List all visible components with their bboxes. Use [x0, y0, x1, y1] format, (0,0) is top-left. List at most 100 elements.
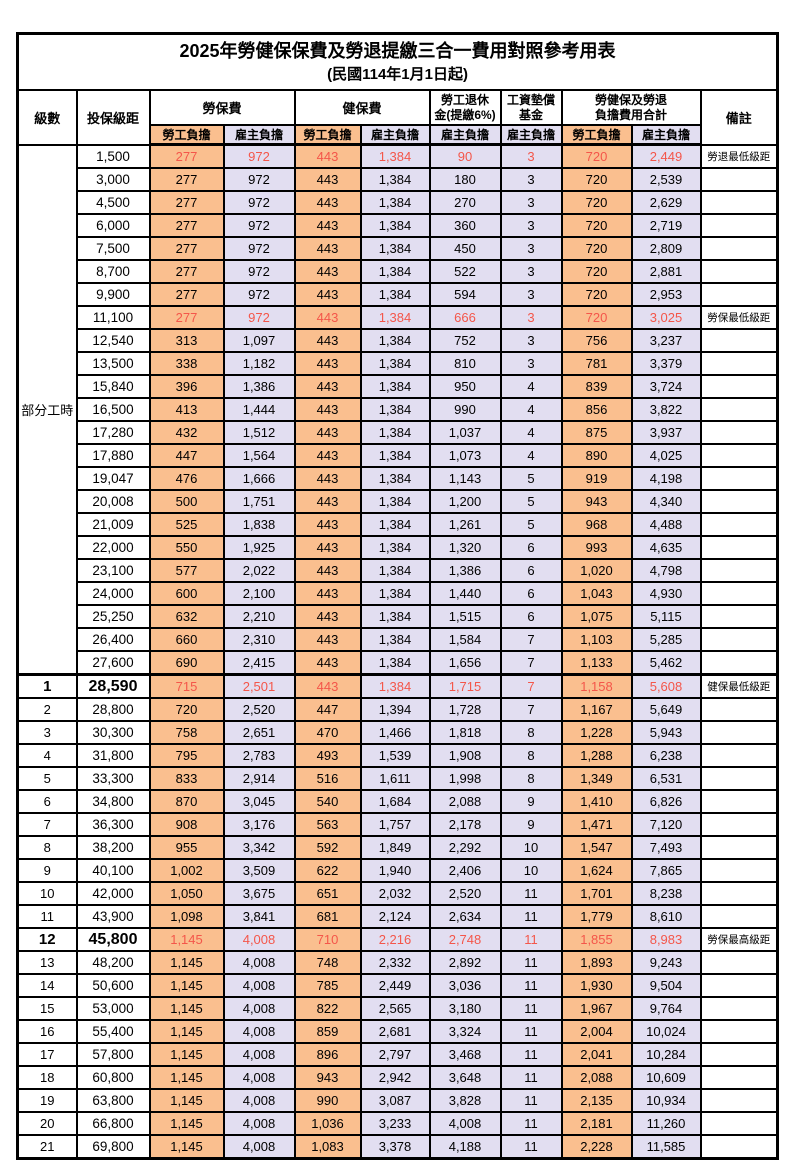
value-cell: 1,145	[148, 1088, 225, 1113]
value-cell: 2,124	[359, 904, 431, 929]
bracket-cell: 45,800	[75, 927, 151, 952]
header-wage-fund-line2: 基金	[518, 107, 543, 122]
value-cell: 1,967	[560, 996, 633, 1021]
value-cell: 3	[499, 167, 563, 192]
remark-cell	[699, 720, 779, 745]
value-cell: 9,764	[630, 996, 702, 1021]
value-cell: 1,539	[359, 743, 431, 768]
table-row: 9 40,100 1,002 3,509 622 1,940 2,406 10 1,624 7,8…	[16, 858, 779, 883]
value-cell: 11	[499, 973, 563, 998]
value-cell: 1,103	[560, 627, 633, 652]
bracket-cell: 9,900	[75, 282, 151, 307]
bracket-cell: 20,008	[75, 489, 151, 514]
value-cell: 990	[293, 1088, 362, 1113]
value-cell: 1,261	[428, 512, 502, 537]
value-cell: 3,379	[630, 351, 702, 376]
value-cell: 632	[148, 604, 225, 629]
value-cell: 1,384	[359, 213, 431, 238]
value-cell: 8,238	[630, 881, 702, 906]
value-cell: 1,320	[428, 535, 502, 560]
value-cell: 2,797	[359, 1042, 431, 1067]
value-cell: 360	[428, 213, 502, 238]
table-row: 4,500 277 972 443 1,384 270 3 720 2,629	[18, 190, 779, 215]
value-cell: 3	[499, 213, 563, 238]
remark-cell	[699, 581, 779, 606]
bracket-cell: 22,000	[75, 535, 151, 560]
table-row: 5 33,300 833 2,914 516 1,611 1,998 8 1,349 6,531	[16, 766, 779, 791]
remark-cell	[699, 1065, 779, 1090]
table-row: 11 43,900 1,098 3,841 681 2,124 2,634 11 1,779 8,…	[16, 904, 779, 929]
value-cell: 4,340	[630, 489, 702, 514]
table-row: 3 30,300 758 2,651 470 1,466 1,818 8 1,228 5,943	[16, 720, 779, 745]
value-cell: 1,925	[222, 535, 296, 560]
value-cell: 6,238	[630, 743, 702, 768]
value-cell: 720	[560, 190, 633, 215]
value-cell: 3	[499, 328, 563, 353]
value-cell: 4	[499, 374, 563, 399]
value-cell: 1,779	[560, 904, 633, 929]
value-cell: 600	[148, 581, 225, 606]
value-cell: 2,520	[222, 697, 296, 722]
value-cell: 10,024	[630, 1019, 702, 1044]
title-row: 2025年勞健保保費及勞退提繳三合一費用對照參考用表 (民國114年1月1日起)	[16, 32, 779, 91]
value-cell: 4,635	[630, 535, 702, 560]
value-cell: 972	[222, 190, 296, 215]
table-row: 19 63,800 1,145 4,008 990 3,087 3,828 11 2,135 10…	[16, 1088, 779, 1113]
value-cell: 1,145	[148, 1042, 225, 1067]
value-cell: 993	[560, 535, 633, 560]
value-cell: 1,200	[428, 489, 502, 514]
value-cell: 1,666	[222, 466, 296, 491]
value-cell: 5,285	[630, 627, 702, 652]
level-cell: 16	[16, 1019, 78, 1044]
header-pension-employer: 雇主負擔	[428, 124, 502, 146]
value-cell: 592	[293, 835, 362, 860]
value-cell: 1,384	[359, 443, 431, 468]
value-cell: 11,585	[630, 1134, 702, 1160]
header-total-line1: 勞健保及勞退	[594, 92, 667, 107]
value-cell: 1,384	[359, 512, 431, 537]
value-cell: 443	[293, 581, 362, 606]
value-cell: 2,881	[630, 259, 702, 284]
value-cell: 493	[293, 743, 362, 768]
bracket-cell: 27,600	[75, 650, 151, 676]
value-cell: 516	[293, 766, 362, 791]
value-cell: 2,809	[630, 236, 702, 261]
value-cell: 3	[499, 282, 563, 307]
value-cell: 2,100	[222, 581, 296, 606]
value-cell: 1,728	[428, 697, 502, 722]
value-cell: 660	[148, 627, 225, 652]
bracket-cell: 8,700	[75, 259, 151, 284]
value-cell: 1,838	[222, 512, 296, 537]
value-cell: 4,930	[630, 581, 702, 606]
value-cell: 3,509	[222, 858, 296, 883]
value-cell: 7,120	[630, 812, 702, 837]
level-cell: 3	[16, 720, 78, 745]
value-cell: 3	[499, 305, 563, 330]
value-cell: 443	[293, 305, 362, 330]
value-cell: 1,855	[560, 927, 633, 952]
value-cell: 1,145	[148, 927, 225, 952]
value-cell: 720	[560, 305, 633, 330]
value-cell: 5,649	[630, 697, 702, 722]
value-cell: 990	[428, 397, 502, 422]
value-cell: 822	[293, 996, 362, 1021]
value-cell: 1,410	[560, 789, 633, 814]
value-cell: 11,260	[630, 1111, 702, 1136]
level-cell: 1	[16, 673, 78, 699]
value-cell: 3,324	[428, 1019, 502, 1044]
value-cell: 4,008	[222, 1019, 296, 1044]
value-cell: 11	[499, 1065, 563, 1090]
remark-cell	[699, 466, 779, 491]
bracket-cell: 11,100	[75, 305, 151, 330]
table-row: 20 66,800 1,145 4,008 1,036 3,233 4,008 11 2,181…	[16, 1111, 779, 1136]
value-cell: 756	[560, 328, 633, 353]
header-pension: 勞工退休 金(提繳6%)	[428, 89, 502, 126]
value-cell: 2,520	[428, 881, 502, 906]
table-row: 20,008 500 1,751 443 1,384 1,200 5 943 4,340	[18, 489, 779, 514]
bracket-cell: 53,000	[75, 996, 151, 1021]
table-row: 8 38,200 955 3,342 592 1,849 2,292 10 1,547 7,493	[16, 835, 779, 860]
value-cell: 859	[293, 1019, 362, 1044]
value-cell: 443	[293, 627, 362, 652]
value-cell: 875	[560, 420, 633, 445]
value-cell: 6	[499, 535, 563, 560]
